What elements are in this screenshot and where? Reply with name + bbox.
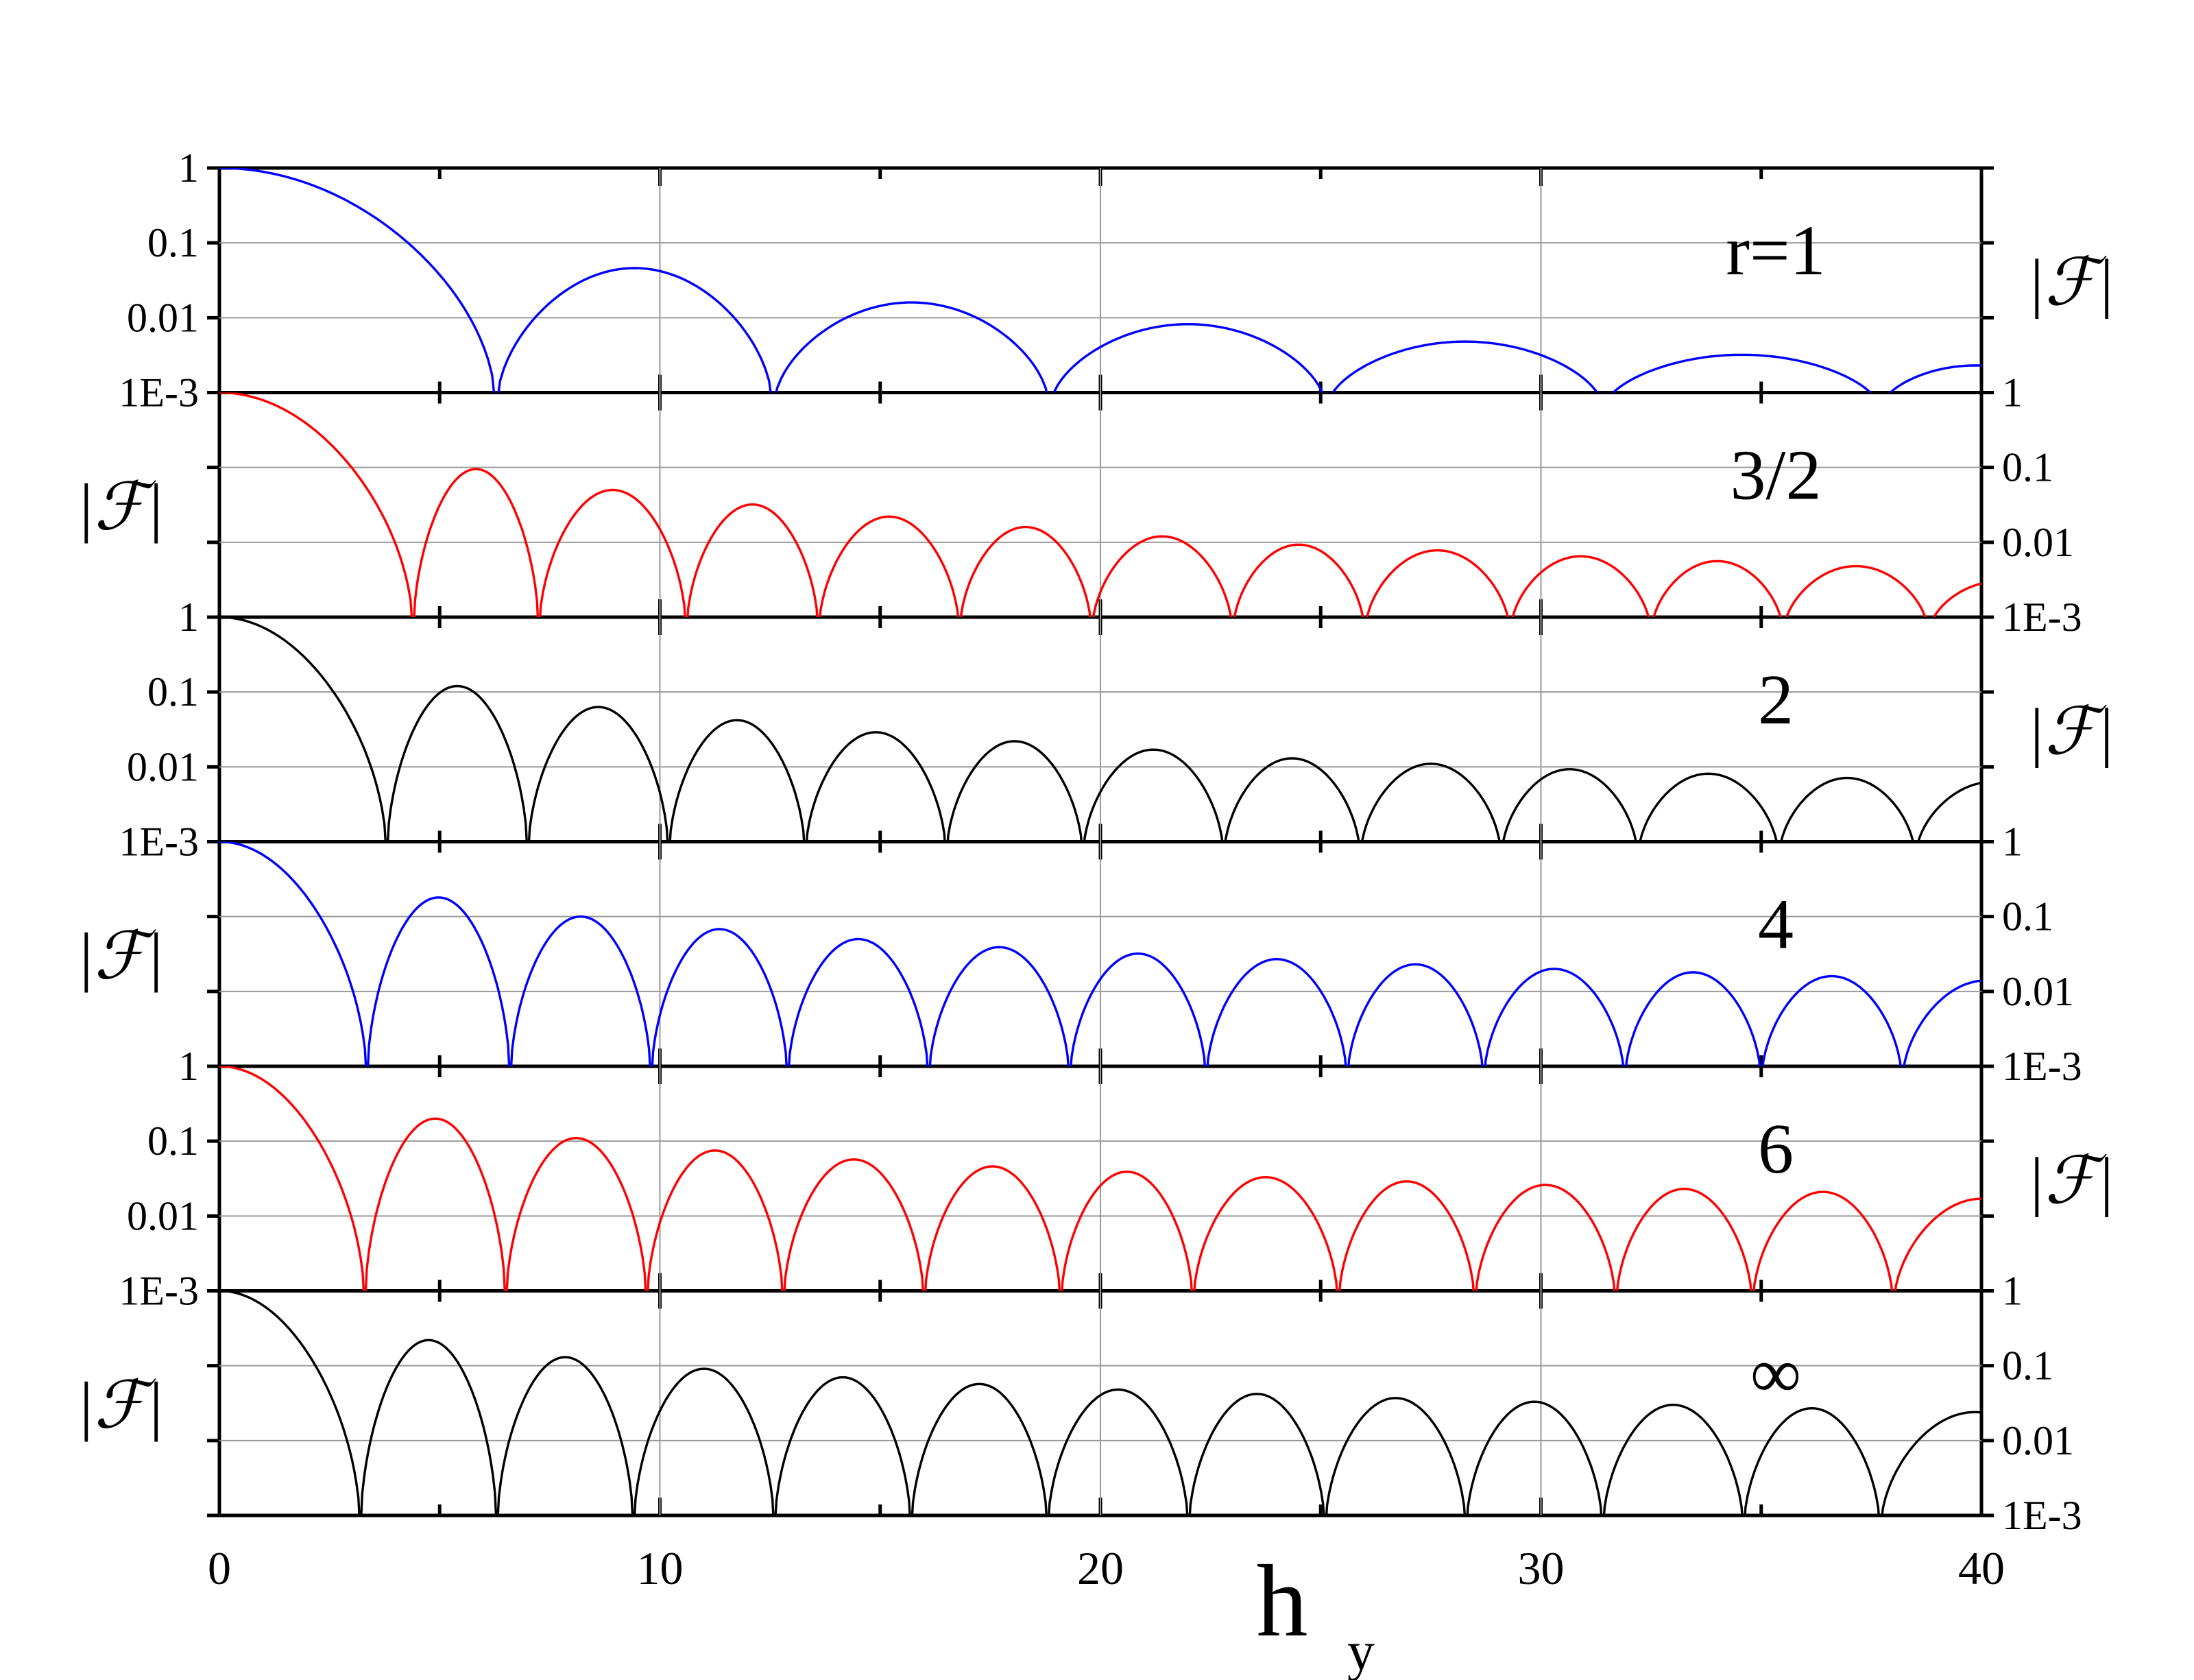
series-line	[219, 168, 1981, 393]
y-tick-label: 1	[2002, 819, 2023, 865]
panel-label: 4	[1758, 885, 1794, 964]
y-tick-label: 0.1	[147, 669, 199, 715]
y-tick-label: 1	[2002, 1269, 2023, 1314]
y-tick-label: 0.1	[147, 220, 199, 265]
y-tick-label: 0.1	[2002, 1343, 2053, 1389]
y-tick-label: 1E-3	[119, 819, 199, 865]
y-tick-label: 0.01	[2002, 1418, 2074, 1463]
y-tick-label: 0.01	[127, 295, 199, 340]
series-line	[219, 841, 1981, 1066]
grid-layer	[219, 168, 1981, 1515]
x-tick-label: 40	[1958, 1542, 2005, 1594]
y-tick-label: 0.1	[147, 1118, 199, 1164]
panel-label: 6	[1758, 1109, 1794, 1188]
x-tick-label: 30	[1518, 1542, 1565, 1594]
y-axis-title: |ℱ|	[76, 919, 164, 992]
y-axis-title: |ℱ|	[2027, 695, 2114, 768]
y-tick-label: 0.01	[127, 744, 199, 789]
y-axis-title: |ℱ|	[2027, 245, 2114, 319]
y-tick-label: 1	[178, 595, 199, 640]
panel-label: 3/2	[1731, 436, 1822, 515]
panel-label: 2	[1758, 660, 1794, 739]
panel-label: r=1	[1726, 211, 1825, 290]
y-tick-label: 1	[178, 145, 199, 191]
x-tick-label: 20	[1077, 1542, 1124, 1594]
y-tick-label: 1E-3	[119, 370, 199, 416]
y-tick-label: 1E-3	[2002, 1493, 2082, 1538]
series-line	[219, 617, 1981, 842]
series-line	[219, 392, 1981, 617]
series-line	[219, 1291, 1981, 1515]
y-tick-label: 1	[178, 1044, 199, 1089]
x-tick-label: 0	[208, 1542, 231, 1594]
x-axis-title: h	[1257, 1544, 1308, 1658]
series-line	[219, 1066, 1981, 1291]
y-tick-label: 1E-3	[2002, 595, 2082, 640]
y-axis-title: |ℱ|	[76, 470, 164, 543]
series-layer	[219, 168, 1981, 1515]
y-axis-title: |ℱ|	[76, 1368, 164, 1441]
text-layer: 1E-3 0.01 0.1 1 |ℱ| r=1 1E-3 0.01 0.1 1 |ℱ| 3/2 1E-3…	[76, 145, 2114, 1594]
x-axis-title-subscript: y	[1347, 1622, 1375, 1680]
y-tick-label: 0.01	[2002, 969, 2074, 1014]
y-tick-label: 0.1	[2002, 445, 2053, 490]
y-tick-label: 1E-3	[2002, 1044, 2082, 1089]
y-tick-label: 0.1	[2002, 894, 2053, 939]
panel-label: ∞	[1750, 1334, 1801, 1413]
y-tick-label: 0.01	[127, 1193, 199, 1238]
y-tick-label: 0.01	[2002, 520, 2074, 565]
y-axis-title: |ℱ|	[2027, 1144, 2114, 1217]
y-tick-label: 1E-3	[119, 1269, 199, 1314]
x-tick-label: 10	[637, 1542, 684, 1594]
y-tick-label: 1	[2002, 370, 2023, 416]
